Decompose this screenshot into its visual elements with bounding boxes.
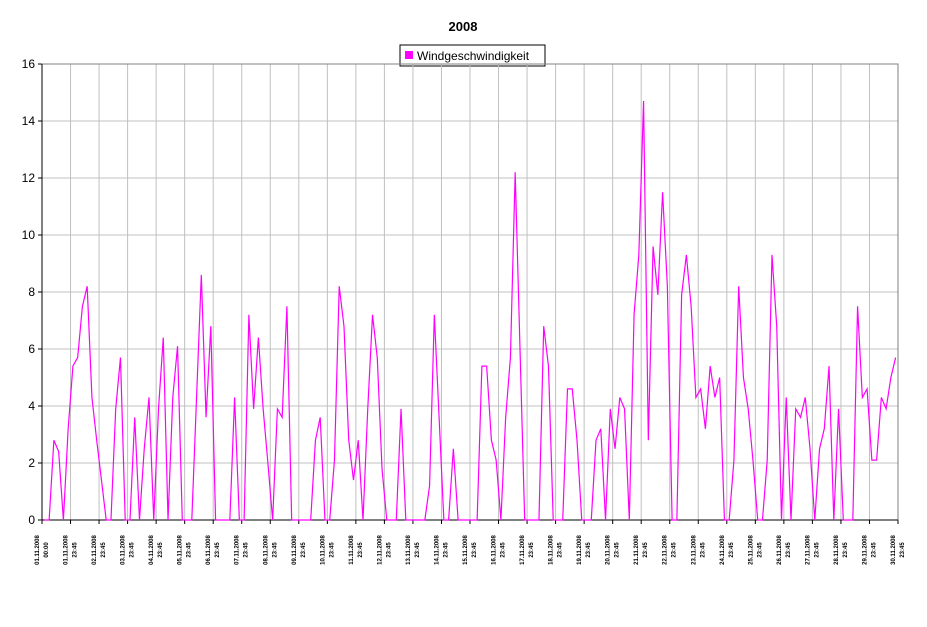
- x-tick-time: 23:45: [443, 542, 449, 558]
- x-tick-date: 15.11.2008: [463, 534, 469, 564]
- x-tick-date: 11.11.2008: [349, 535, 355, 565]
- series-line: [44, 101, 897, 521]
- x-tick-date: 24.11.2008: [720, 534, 726, 564]
- x-tick-date: 13.11.2008: [406, 534, 412, 564]
- x-tick-time: 23:45: [643, 542, 649, 558]
- legend: [399, 44, 546, 67]
- x-tick-time: 23:45: [586, 542, 592, 558]
- x-tick-date: 01.11.2008: [35, 534, 41, 564]
- x-tick-date: 29.11.2008: [862, 534, 868, 564]
- x-tick-time: 23:45: [672, 542, 678, 558]
- x-tick-date: 10.11.2008: [320, 534, 326, 564]
- x-tick-time: 23:45: [329, 542, 335, 558]
- y-tick-label: 4: [28, 399, 35, 413]
- y-tick-label: 0: [28, 513, 35, 527]
- x-tick-time: 23:45: [700, 542, 706, 558]
- legend-label: Windgeschwindigkeit: [417, 49, 530, 63]
- x-tick-time: 23:45: [814, 542, 820, 558]
- y-tick-label: 8: [28, 285, 35, 299]
- x-tick-date: 22.11.2008: [663, 534, 669, 564]
- x-tick-date: 21.11.2008: [634, 534, 640, 564]
- x-tick-time: 23:45: [843, 542, 849, 558]
- x-tick-date: 03.11.2008: [121, 534, 127, 564]
- y-tick-label: 2: [28, 456, 35, 470]
- x-tick-time: 23:45: [501, 542, 507, 558]
- x-tick-date: 28.11.2008: [834, 534, 840, 564]
- y-tick-label: 10: [22, 228, 36, 242]
- x-tick-date: 23.11.2008: [691, 534, 697, 564]
- x-tick-time: 23:45: [729, 542, 735, 558]
- x-tick-time: 23:45: [158, 542, 164, 558]
- x-tick-time: 23:45: [786, 542, 792, 558]
- x-tick-time: 23:45: [615, 542, 621, 558]
- x-tick-time: 23:45: [529, 542, 535, 558]
- x-tick-date: 02.11.2008: [92, 534, 98, 564]
- x-tick-time: 23:45: [358, 542, 364, 558]
- x-tick-date: 20.11.2008: [606, 534, 612, 564]
- x-tick-date: 27.11.2008: [805, 534, 811, 564]
- x-tick-date: 19.11.2008: [577, 534, 583, 564]
- x-tick-time: 23:45: [386, 542, 392, 558]
- x-tick-time: 23:45: [472, 542, 478, 558]
- legend-swatch: [405, 51, 413, 59]
- x-tick-date: 30.11.2008: [891, 534, 897, 564]
- x-tick-date: 01.11.2008: [64, 534, 70, 564]
- x-tick-time: 23:45: [415, 542, 421, 558]
- x-tick-time: 23:45: [558, 542, 564, 558]
- y-tick-label: 14: [22, 114, 36, 128]
- x-tick-date: 09.11.2008: [292, 534, 298, 564]
- chart-title: 2008: [449, 19, 478, 34]
- x-tick-date: 14.11.2008: [434, 534, 440, 564]
- x-tick-date: 18.11.2008: [549, 534, 555, 564]
- x-tick-time: 00:00: [44, 542, 50, 558]
- x-tick-time: 23:45: [244, 542, 250, 558]
- x-tick-time: 23:45: [101, 542, 107, 558]
- x-tick-date: 06.11.2008: [206, 534, 212, 564]
- x-tick-time: 23:45: [73, 542, 79, 558]
- x-tick-date: 05.11.2008: [178, 534, 184, 564]
- x-tick-time: 23:45: [757, 542, 763, 558]
- x-tick-time: 23:45: [272, 542, 278, 558]
- x-tick-time: 23:45: [900, 542, 906, 558]
- y-tick-label: 16: [22, 57, 36, 71]
- x-tick-date: 12.11.2008: [377, 534, 383, 564]
- y-tick-label: 12: [22, 171, 36, 185]
- x-tick-time: 23:45: [187, 542, 193, 558]
- x-tick-time: 23:45: [130, 542, 136, 558]
- x-tick-time: 23:45: [301, 542, 307, 558]
- x-tick-time: 23:45: [215, 542, 221, 558]
- x-tick-date: 04.11.2008: [149, 534, 155, 564]
- y-tick-label: 6: [28, 342, 35, 356]
- x-tick-date: 17.11.2008: [520, 534, 526, 564]
- x-tick-date: 16.11.2008: [492, 534, 498, 564]
- x-tick-date: 07.11.2008: [235, 534, 241, 564]
- x-tick-time: 23:45: [871, 542, 877, 558]
- x-tick-date: 08.11.2008: [263, 534, 269, 564]
- x-tick-date: 25.11.2008: [748, 534, 754, 564]
- x-tick-date: 26.11.2008: [777, 534, 783, 564]
